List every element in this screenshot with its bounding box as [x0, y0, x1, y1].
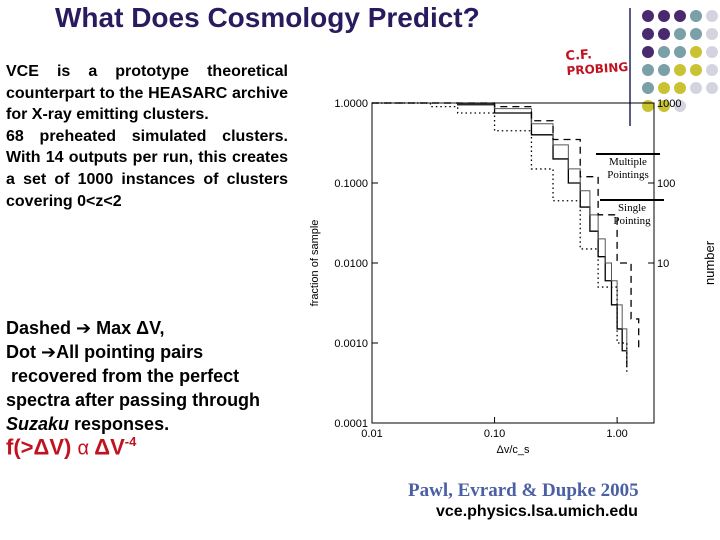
arrow-icon: ➔ [41, 342, 57, 362]
x-tick-label: 0.01 [361, 428, 382, 440]
notes-line-5: Suzaku responses. [6, 412, 296, 436]
line-style-notes: Dashed ➔ Max ΔV, Dot ➔All pointing pairs… [6, 316, 296, 436]
dashed-note: Dashed ➔ Max ΔV, [6, 316, 296, 340]
slide-title: What Does Cosmology Predict? [55, 2, 480, 33]
y2-tick-label: 10 [657, 258, 669, 270]
title-divider-line [629, 8, 631, 126]
scaling-formula: f(>ΔV) α ΔV-4 [6, 434, 136, 460]
y-tick-label: 0.0100 [334, 258, 368, 270]
formula-proportional-symbol: α [77, 437, 89, 460]
annotation-line-2: PROBING [566, 59, 629, 79]
y-tick-label: 0.0010 [334, 338, 368, 350]
notes-line-3-text: recovered from the perfect [11, 366, 240, 386]
chart-series [372, 102, 640, 375]
y2-tick-label: 1000 [657, 98, 681, 110]
y-tick-label: 0.1000 [334, 178, 368, 190]
series-line-dotted [372, 102, 628, 375]
y-tick-label: 1.0000 [334, 98, 368, 110]
legend-label: Multiple [609, 156, 647, 168]
suzaku-text: Suzaku [6, 414, 70, 434]
description-paragraph: VCE is a prototype theoretical counterpa… [6, 61, 288, 212]
series-line-single-pointing [372, 102, 628, 361]
cumulative-distribution-chart: 0.01 0.10 1.00 1.0000 0.1000 0.0100 0.0010 0.00… [309, 98, 717, 456]
series-line-dashed [372, 102, 640, 351]
formula-lhs: f(>ΔV) [6, 434, 72, 460]
y2-tick-label: 100 [657, 178, 675, 190]
website-url[interactable]: vce.physics.lsa.umich.edu [436, 503, 638, 520]
legend-label: Single [618, 202, 646, 214]
formula-exponent: -4 [124, 434, 137, 449]
y-axis-label: fraction of sample [309, 220, 321, 307]
x-axis-label: Δv/c_s [496, 444, 530, 456]
y-tick-label: 0.0001 [334, 418, 368, 430]
y2-axis-label: number [702, 240, 717, 285]
notes-line-4: spectra after passing through [6, 390, 261, 410]
dot-label: Dot [6, 342, 36, 362]
dot-grid-dots [642, 10, 718, 112]
x-tick-label: 0.10 [484, 428, 505, 440]
notes-line-5-rest: responses. [69, 414, 170, 434]
dot-text: All pointing pairs [56, 342, 204, 362]
description-para-2: 68 preheated simulated clusters. With 14… [6, 127, 288, 210]
x-tick-label: 1.00 [606, 428, 627, 440]
decorative-dot-grid [642, 10, 718, 112]
arrow-icon: ➔ [76, 318, 92, 338]
dashed-text: Max ΔV, [96, 318, 165, 338]
chart-axes: 0.01 0.10 1.00 1.0000 0.1000 0.0100 0.0010 0.00… [309, 98, 717, 456]
citation-credit: Pawl, Evrard & Dupke 2005 [408, 480, 639, 501]
legend-label: Pointings [607, 169, 649, 181]
notes-line-3: recovered from the perfect [6, 364, 296, 388]
dot-note: Dot ➔All pointing pairs [6, 340, 296, 364]
dashed-label: Dashed [6, 318, 72, 338]
description-para-1: VCE is a prototype theoretical counterpa… [6, 63, 288, 124]
legend-label: Pointing [613, 215, 651, 227]
series-line-multiple-pointings [372, 102, 628, 368]
formula-rhs: ΔV [94, 434, 125, 460]
handwritten-annotation: C.F. PROBING [565, 46, 629, 78]
